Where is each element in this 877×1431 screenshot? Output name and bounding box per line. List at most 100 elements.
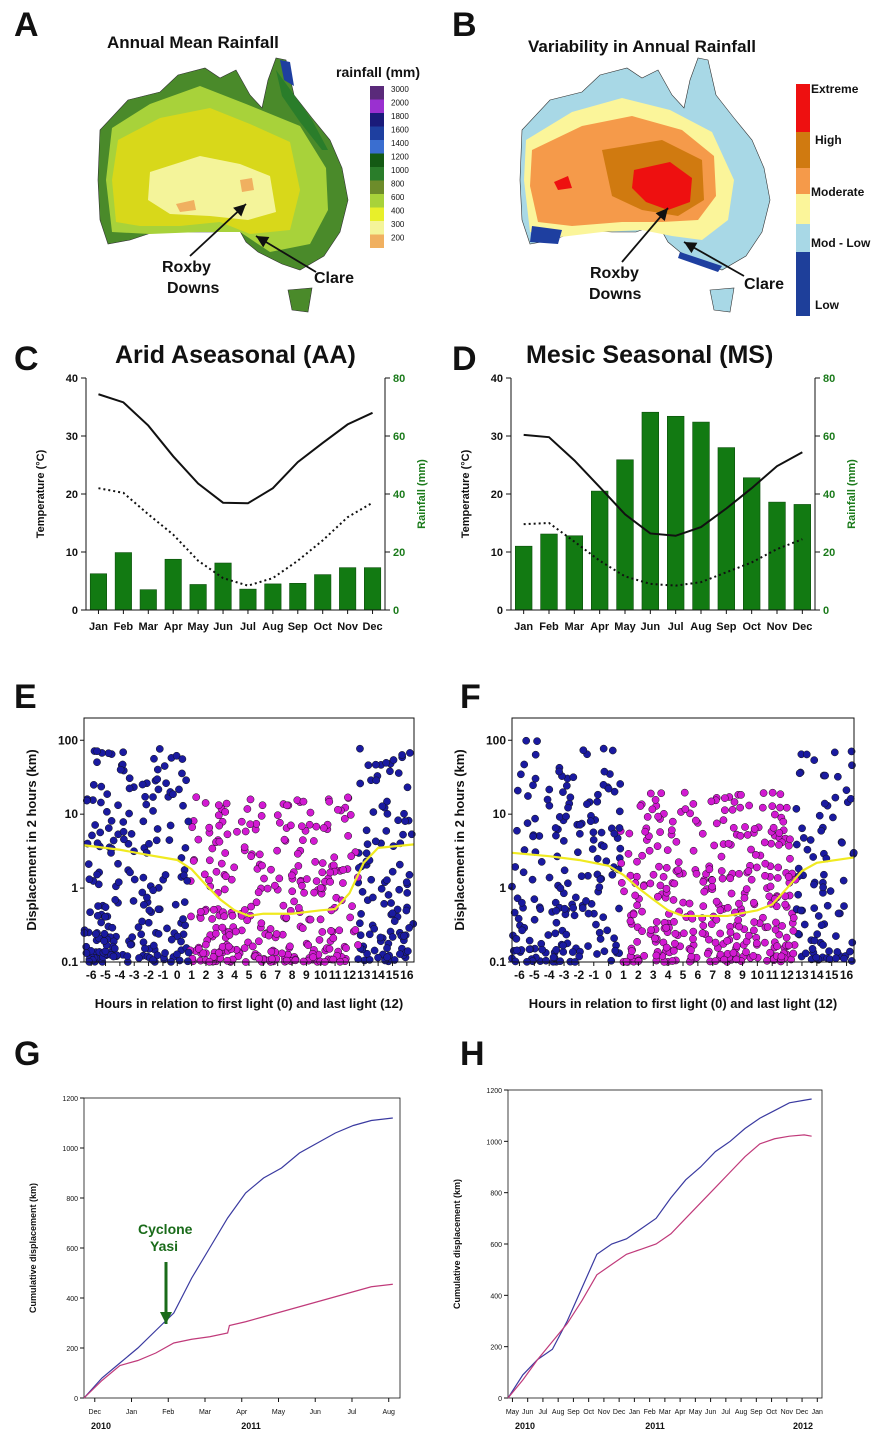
map-b-legend-swatch [796,224,810,252]
chart-f-point [699,878,708,886]
chart-f-point [721,806,729,815]
chart-c-y2tick-label: 80 [393,373,405,385]
chart-f-point [734,916,743,924]
chart-d-y2tick-label: 0 [823,605,829,617]
chart-f-point [775,829,784,837]
chart-f-xtick-label: -5 [529,968,540,982]
chart-e-point [312,822,321,831]
chart-h-xtick-label: Jan [629,1409,640,1416]
map-a-legend-swatch [370,153,384,167]
chart-f-point [838,838,846,847]
chart-e-point [85,875,94,884]
cyclone-arrow-head [160,1312,172,1324]
chart-e-point [357,910,365,918]
chart-e-point [305,820,314,829]
chart-f-point [651,795,660,804]
chart-e-point [275,874,284,883]
chart-f-point [600,767,609,776]
chart-f-point [523,819,532,827]
chart-e-point [178,755,187,763]
chart-e-point [178,769,186,778]
chart-f-point [559,788,567,796]
chart-e-xtick-label: 11 [329,968,342,982]
chart-f-point [846,947,854,956]
chart-d-xtick-label: Jan [514,621,533,633]
chart-f-point [610,787,619,796]
chart-e-point [82,949,91,957]
chart-f-point [586,817,595,826]
chart-f-point [723,937,731,945]
chart-e-point [294,862,303,870]
chart-h-xtick-label: Dec [796,1409,809,1416]
chart-f-point [559,948,568,956]
chart-e-xtick-label: 4 [231,968,238,982]
chart-f-point [576,829,584,838]
chart-g-xtick-label: Jul [348,1409,357,1416]
chart-e-point [405,924,413,932]
chart-e-point [138,888,147,897]
chart-e-point [388,867,397,876]
chart-e-point [304,941,313,949]
chart-e-xtick-label: -6 [86,968,97,982]
chart-f-point [566,793,575,802]
chart-e-point [208,915,216,923]
chart-c-bar-oct [314,574,332,611]
map-b-tasmania [709,287,735,313]
chart-d-ylabel: Temperature (°C) [460,449,472,538]
chart-e-point [227,875,236,884]
chart-f-point [750,926,758,935]
panel-letter-c: C [14,340,39,378]
chart-e-point [123,952,132,960]
chart-e-point [356,779,365,788]
cyclone-label-1: Cyclone [138,1221,193,1237]
chart-e-point [154,930,163,938]
chart-e-point [383,810,392,818]
chart-e-point [205,876,213,884]
chart-e-point [94,902,102,910]
chart-f-point [707,920,716,929]
chart-f-point [742,885,751,893]
chart-f-point [817,826,826,835]
chart-e-point [110,944,119,953]
chart-c-bar-jan [89,573,107,611]
chart-f-point [551,824,560,832]
chart-f-point [531,814,539,823]
chart-h-ytick-label: 600 [490,1242,502,1249]
chart-e-point [383,944,391,953]
chart-e-point [243,805,252,813]
chart-e-point [93,870,101,879]
chart-d-ytick-label: 20 [491,489,503,501]
chart-f-ytick-label: 10 [493,807,507,821]
chart-f-point [846,794,855,803]
chart-f-point [655,862,663,871]
chart-e-point [318,859,327,867]
chart-f-point [636,802,645,810]
chart-e-point [182,776,190,785]
chart-h-plot-frame [507,1089,823,1399]
chart-e-point [187,912,195,921]
chart-e-point [309,953,317,962]
map-a-legend-swatch [370,207,384,221]
chart-e-point [319,824,328,832]
chart-e-point [89,781,98,789]
chart-f-point [583,800,591,809]
chart-f-point [729,949,738,957]
chart-d-y2tick-label: 60 [823,431,835,443]
panel-letter-a: A [14,6,39,44]
chart-f-point [829,813,837,822]
chart-d-xtick-label: Apr [590,621,610,633]
chart-h-ytick-label: 800 [490,1191,502,1198]
chart-f-point [551,898,560,907]
chart-e-point [394,816,402,825]
chart-c-ytick-label: 30 [66,431,78,443]
chart-f-point [810,756,819,764]
chart-f-point [792,840,801,849]
chart-f-point [510,908,519,917]
chart-h-year-label: 2011 [645,1421,665,1431]
chart-e-point [163,924,171,933]
map-a-legend-swatch [370,167,384,181]
chart-e-point [383,797,391,806]
chart-e-point [222,872,230,881]
map-b-legend-swatch [796,168,810,194]
chart-e-point [388,933,397,941]
